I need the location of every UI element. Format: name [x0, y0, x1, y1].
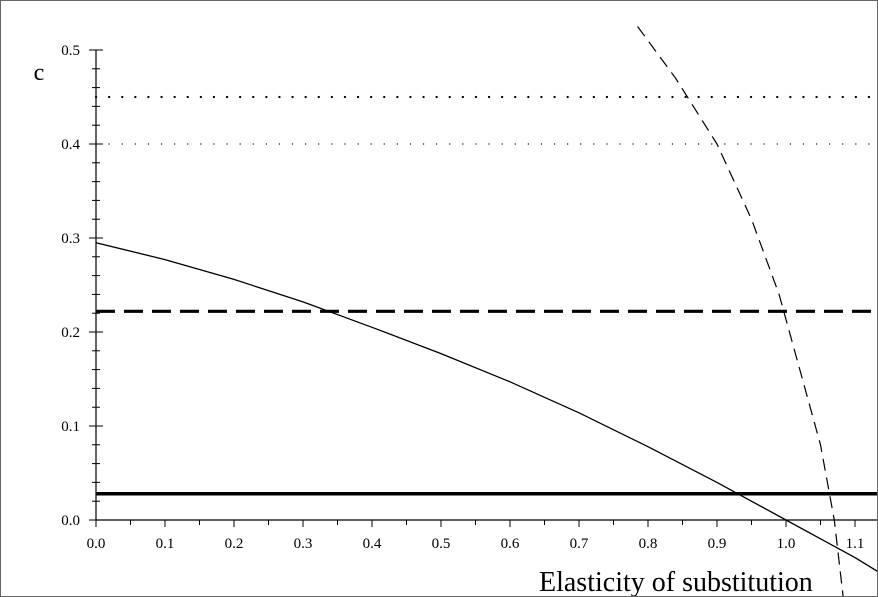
y-tick-label: 0.2 — [61, 325, 80, 341]
x-tick-label: 0.9 — [708, 536, 727, 552]
x-tick-label: 0.5 — [432, 536, 451, 552]
x-tick-label: 0.3 — [294, 536, 313, 552]
x-tick-label: 1.0 — [777, 536, 796, 552]
y-tick-label: 0.5 — [61, 43, 80, 59]
x-tick-label: 0.8 — [639, 536, 658, 552]
x-tick-label: 0.1 — [156, 536, 175, 552]
y-tick-label: 0.3 — [61, 231, 80, 247]
series-0-solid-thin — [95, 242, 877, 572]
y-axis-label: c — [34, 60, 45, 86]
x-tick-label: 0.4 — [363, 536, 382, 552]
x-axis-label: Elasticity of substitution — [539, 567, 813, 596]
y-tick-label: 0.0 — [61, 513, 80, 529]
x-tick-label: 0.0 — [87, 536, 106, 552]
y-tick-label: 0.1 — [61, 419, 80, 435]
x-tick-label: 0.2 — [225, 536, 244, 552]
x-tick-label: 1.1 — [846, 536, 865, 552]
x-tick-label: 0.6 — [501, 536, 520, 552]
x-tick-label: 0.7 — [570, 536, 589, 552]
series-1-dashed-thin — [637, 26, 844, 596]
y-tick-label: 0.4 — [61, 137, 80, 153]
